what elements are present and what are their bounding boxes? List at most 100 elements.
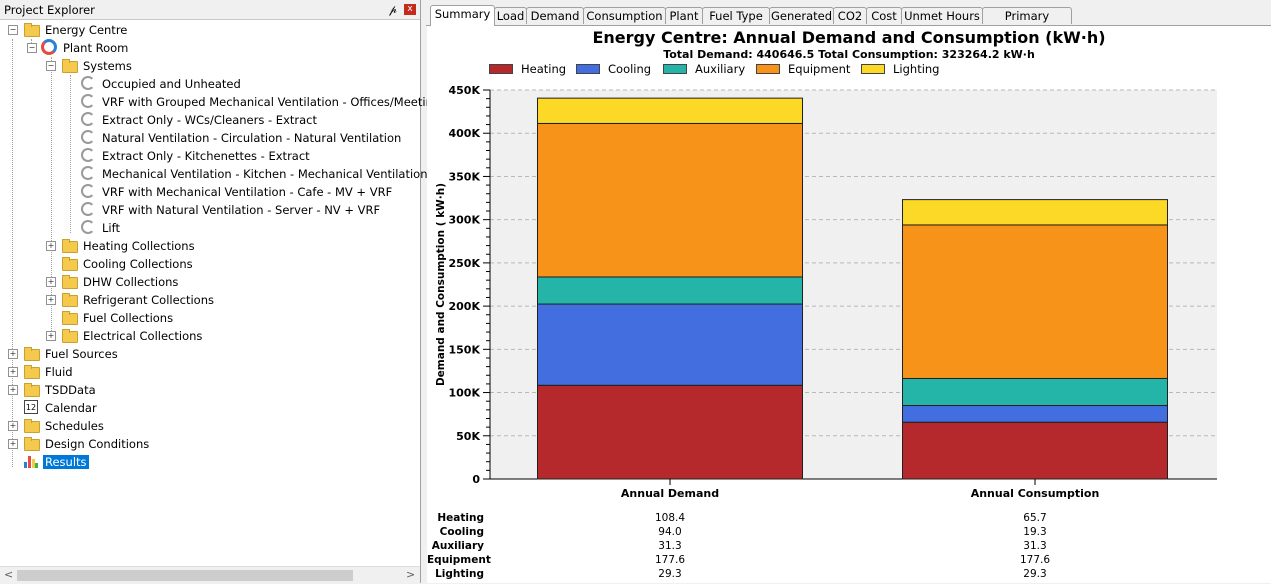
- bar-segment-equipment: [902, 224, 1168, 379]
- expand-icon[interactable]: +: [46, 277, 56, 287]
- system-icon: [81, 220, 95, 234]
- tree-item-electrical-collections[interactable]: + Electrical Collections: [0, 327, 420, 345]
- tree-item-tsddata[interactable]: + TSDData: [0, 381, 420, 399]
- folder-icon: [24, 437, 40, 451]
- tree-item-label: Refrigerant Collections: [83, 293, 214, 307]
- expand-icon[interactable]: +: [46, 241, 56, 251]
- legend-label: Equipment: [788, 62, 851, 76]
- legend-swatch: [861, 64, 885, 74]
- bar-segment-heating: [902, 421, 1168, 480]
- tree-item-energy-centre[interactable]: − Energy Centre: [0, 21, 420, 39]
- explorer-title: Project Explorer: [4, 3, 95, 17]
- tree-item-design-conditions[interactable]: + Design Conditions: [0, 435, 420, 453]
- tree-item-mechanical-ventilation-kitchen-mechanical-ventilation[interactable]: Mechanical Ventilation - Kitchen - Mecha…: [0, 165, 428, 183]
- tree-item-refrigerant-collections[interactable]: + Refrigerant Collections: [0, 291, 420, 309]
- tab-generated[interactable]: Generated: [769, 7, 834, 24]
- tab-unmet-hours[interactable]: Unmet Hours: [901, 7, 983, 24]
- expand-icon[interactable]: +: [8, 421, 18, 431]
- tree-item-plant-room[interactable]: − Plant Room: [0, 39, 420, 57]
- bar-segment-heating: [537, 384, 803, 480]
- expand-icon[interactable]: +: [8, 349, 18, 359]
- bar-segment-cooling: [902, 405, 1168, 423]
- tree-item-calendar[interactable]: 12 Calendar: [0, 399, 420, 417]
- expand-icon[interactable]: +: [8, 439, 18, 449]
- table-cell: 65.7: [1023, 512, 1047, 524]
- tree-item-extract-only-kitchenettes-extract[interactable]: Extract Only - Kitchenettes - Extract: [0, 147, 420, 165]
- tree-item-cooling-collections[interactable]: Cooling Collections: [0, 255, 420, 273]
- tree-item-natural-ventilation-circulation-natural-ventilation[interactable]: Natural Ventilation - Circulation - Natu…: [0, 129, 420, 147]
- tree-item-label: Occupied and Unheated: [102, 77, 241, 91]
- scrollbar-thumb[interactable]: [17, 570, 353, 581]
- collapse-icon[interactable]: −: [46, 61, 56, 71]
- legend-label: Cooling: [608, 62, 652, 76]
- folder-icon: [62, 293, 78, 307]
- tree-item-label: Fuel Collections: [83, 311, 174, 325]
- tree-item-fuel-sources[interactable]: + Fuel Sources: [0, 345, 420, 363]
- tab-consumption[interactable]: Consumption: [583, 7, 666, 24]
- collapse-icon[interactable]: −: [27, 43, 37, 53]
- tree-item-fluid[interactable]: + Fluid: [0, 363, 420, 381]
- horizontal-scrollbar[interactable]: < >: [0, 566, 420, 584]
- tree-item-vrf-with-grouped-mechanical-ventilation-offices-meeting[interactable]: VRF with Grouped Mechanical Ventilation …: [0, 93, 440, 111]
- tab-cost[interactable]: Cost: [866, 7, 902, 24]
- scroll-right-icon[interactable]: >: [406, 568, 416, 581]
- tree-item-label: Schedules: [45, 419, 104, 433]
- chart-canvas: 0 50K 100K 150K 200K 250K 300K 350K 400K 450K Dema…: [435, 84, 1217, 500]
- system-icon: [81, 148, 95, 162]
- tab-fuel-type[interactable]: Fuel Type: [702, 7, 770, 24]
- tree-line-root: [12, 39, 13, 467]
- expand-icon[interactable]: +: [8, 367, 18, 377]
- tree-item-heating-collections[interactable]: + Heating Collections: [0, 237, 420, 255]
- tree-item-dhw-collections[interactable]: + DHW Collections: [0, 273, 420, 291]
- tab-co2[interactable]: CO2: [833, 7, 867, 24]
- tab-load[interactable]: Load: [494, 7, 527, 24]
- y-tick-label: 250K: [449, 257, 481, 270]
- tree-line-systems: [70, 75, 71, 233]
- tree-item-systems[interactable]: − Systems: [0, 57, 420, 75]
- tree-item-schedules[interactable]: + Schedules: [0, 417, 420, 435]
- plant-room-icon: [41, 39, 57, 55]
- system-icon: [81, 76, 95, 90]
- close-icon[interactable]: x: [404, 4, 416, 15]
- x-tick-label: Annual Demand: [621, 487, 719, 500]
- scroll-left-icon[interactable]: <: [4, 568, 14, 581]
- legend-swatch: [489, 64, 513, 74]
- y-tick-label: 400K: [449, 127, 481, 140]
- results-tab-bar: Summary Load Demand Consumption Plant Fuel Ty…: [426, 5, 1271, 40]
- table-row-label: Heating: [437, 512, 484, 524]
- tree-item-vrf-with-mechanical-ventilation-cafe-mv-vrf[interactable]: VRF with Mechanical Ventilation - Cafe -…: [0, 183, 420, 201]
- tree-item-fuel-collections[interactable]: Fuel Collections: [0, 309, 420, 327]
- tree-item-label: DHW Collections: [83, 275, 179, 289]
- table-cell: 94.0: [658, 526, 682, 538]
- tree-item-occupied-and-unheated[interactable]: Occupied and Unheated: [0, 75, 420, 93]
- folder-icon: [62, 257, 78, 271]
- expand-icon[interactable]: +: [46, 331, 56, 341]
- tree-item-lift[interactable]: Lift: [0, 219, 420, 237]
- table-row-label: Lighting: [435, 568, 484, 580]
- system-icon: [81, 202, 95, 216]
- tree-item-label: Extract Only - Kitchenettes - Extract: [102, 149, 310, 163]
- folder-icon: [62, 59, 78, 73]
- tree-item-vrf-with-natural-ventilation-server-nv-vrf[interactable]: VRF with Natural Ventilation - Server - …: [0, 201, 420, 219]
- collapse-icon[interactable]: −: [8, 25, 18, 35]
- table-cell: 31.3: [1023, 540, 1047, 552]
- expand-icon[interactable]: +: [8, 385, 18, 395]
- legend-label: Heating: [521, 62, 567, 76]
- pin-icon[interactable]: 𝓅: [389, 3, 397, 16]
- tree-item-label: Fluid: [45, 365, 73, 379]
- x-tick-label: Annual Consumption: [971, 487, 1100, 500]
- tree-item-results[interactable]: Results: [0, 453, 420, 471]
- tab-plant[interactable]: Plant: [665, 7, 703, 24]
- y-tick-label: 150K: [449, 343, 481, 356]
- bar-segment-auxiliary: [902, 377, 1168, 407]
- legend-swatch: [756, 64, 780, 74]
- tree-item-extract-only-wcs-cleaners-extract[interactable]: Extract Only - WCs/Cleaners - Extract: [0, 111, 420, 129]
- folder-icon: [24, 365, 40, 379]
- expand-icon[interactable]: +: [46, 295, 56, 305]
- tab-demand[interactable]: Demand: [526, 7, 584, 24]
- tab-summary[interactable]: Summary: [430, 5, 495, 26]
- tree-item-label: Electrical Collections: [83, 329, 203, 343]
- y-tick-label: 200K: [449, 300, 481, 313]
- tab-primary-energy[interactable]: Primary Energy: [982, 7, 1072, 40]
- tree-item-label: VRF with Mechanical Ventilation - Cafe -…: [102, 185, 393, 199]
